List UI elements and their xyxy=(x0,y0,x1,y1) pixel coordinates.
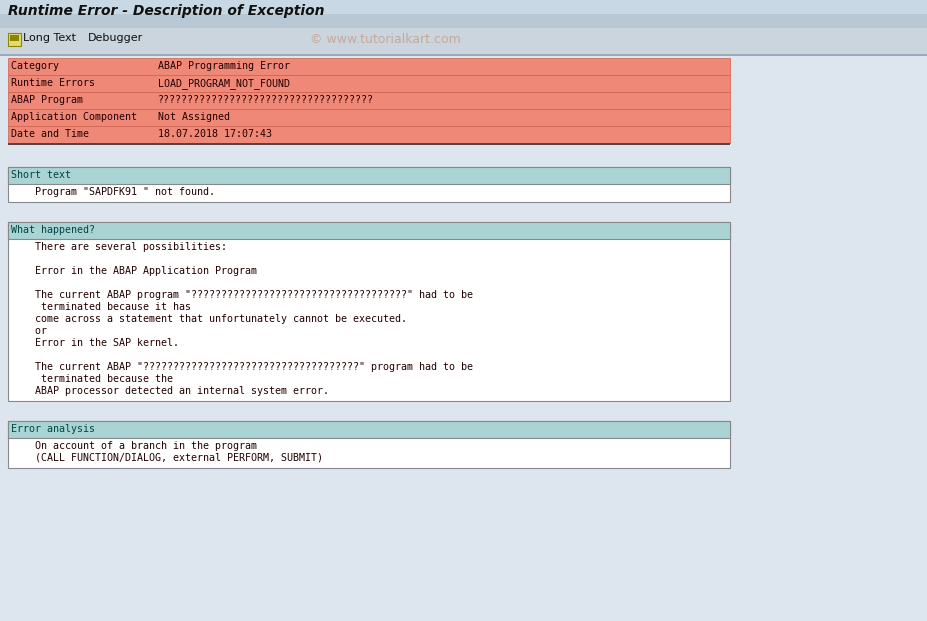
Bar xyxy=(10,35,19,37)
Bar xyxy=(8,421,730,438)
Text: Error in the ABAP Application Program: Error in the ABAP Application Program xyxy=(11,266,257,276)
Text: Error analysis: Error analysis xyxy=(11,424,95,434)
Text: Long Text: Long Text xyxy=(23,33,76,43)
Text: The current ABAP program "????????????????????????????????????" had to be: The current ABAP program "??????????????… xyxy=(11,290,473,300)
Bar xyxy=(0,28,927,54)
Bar xyxy=(8,167,730,184)
Bar xyxy=(10,39,19,40)
Bar xyxy=(8,92,730,109)
Text: 18.07.2018 17:07:43: 18.07.2018 17:07:43 xyxy=(158,129,272,139)
Text: Debugger: Debugger xyxy=(88,33,144,43)
Bar xyxy=(8,126,730,143)
Bar xyxy=(8,167,730,202)
Bar xyxy=(8,109,730,126)
Text: Not Assigned: Not Assigned xyxy=(158,112,230,122)
Text: On account of a branch in the program: On account of a branch in the program xyxy=(11,441,257,451)
Text: Application Component: Application Component xyxy=(11,112,137,122)
Bar xyxy=(8,75,730,92)
Bar xyxy=(8,58,730,75)
Bar xyxy=(8,222,730,401)
Bar xyxy=(0,54,927,55)
Bar xyxy=(8,421,730,468)
Text: Runtime Errors: Runtime Errors xyxy=(11,78,131,88)
Text: come across a statement that unfortunately cannot be executed.: come across a statement that unfortunate… xyxy=(11,314,407,324)
Text: ABAP Program: ABAP Program xyxy=(11,95,131,105)
Text: terminated because the: terminated because the xyxy=(11,374,173,384)
Bar xyxy=(0,0,927,28)
Bar xyxy=(8,143,730,145)
Text: Date and Time: Date and Time xyxy=(11,129,131,139)
Text: Short text: Short text xyxy=(11,170,71,180)
Text: terminated because it has: terminated because it has xyxy=(11,302,191,312)
Text: LOAD_PROGRAM_NOT_FOUND: LOAD_PROGRAM_NOT_FOUND xyxy=(158,78,290,89)
Text: The current ABAP "????????????????????????????????????" program had to be: The current ABAP "??????????????????????… xyxy=(11,362,473,372)
Text: What happened?: What happened? xyxy=(11,225,95,235)
Text: ABAP processor detected an internal system error.: ABAP processor detected an internal syst… xyxy=(11,386,329,396)
Text: There are several possibilities:: There are several possibilities: xyxy=(11,242,227,252)
Text: © www.tutorialkart.com: © www.tutorialkart.com xyxy=(310,33,461,46)
Text: Runtime Error - Description of Exception: Runtime Error - Description of Exception xyxy=(8,4,324,18)
Bar xyxy=(10,37,19,39)
Text: or: or xyxy=(11,326,47,336)
Text: Category: Category xyxy=(11,61,131,71)
Text: ABAP Programming Error: ABAP Programming Error xyxy=(158,61,290,71)
Bar xyxy=(0,0,927,14)
Text: (CALL FUNCTION/DIALOG, external PERFORM, SUBMIT): (CALL FUNCTION/DIALOG, external PERFORM,… xyxy=(11,453,323,463)
Text: Error in the SAP kernel.: Error in the SAP kernel. xyxy=(11,338,179,348)
Bar xyxy=(8,33,21,46)
Bar xyxy=(8,222,730,239)
Text: ????????????????????????????????????: ???????????????????????????????????? xyxy=(158,95,374,105)
Text: Program "SAPDFK91 " not found.: Program "SAPDFK91 " not found. xyxy=(11,187,215,197)
